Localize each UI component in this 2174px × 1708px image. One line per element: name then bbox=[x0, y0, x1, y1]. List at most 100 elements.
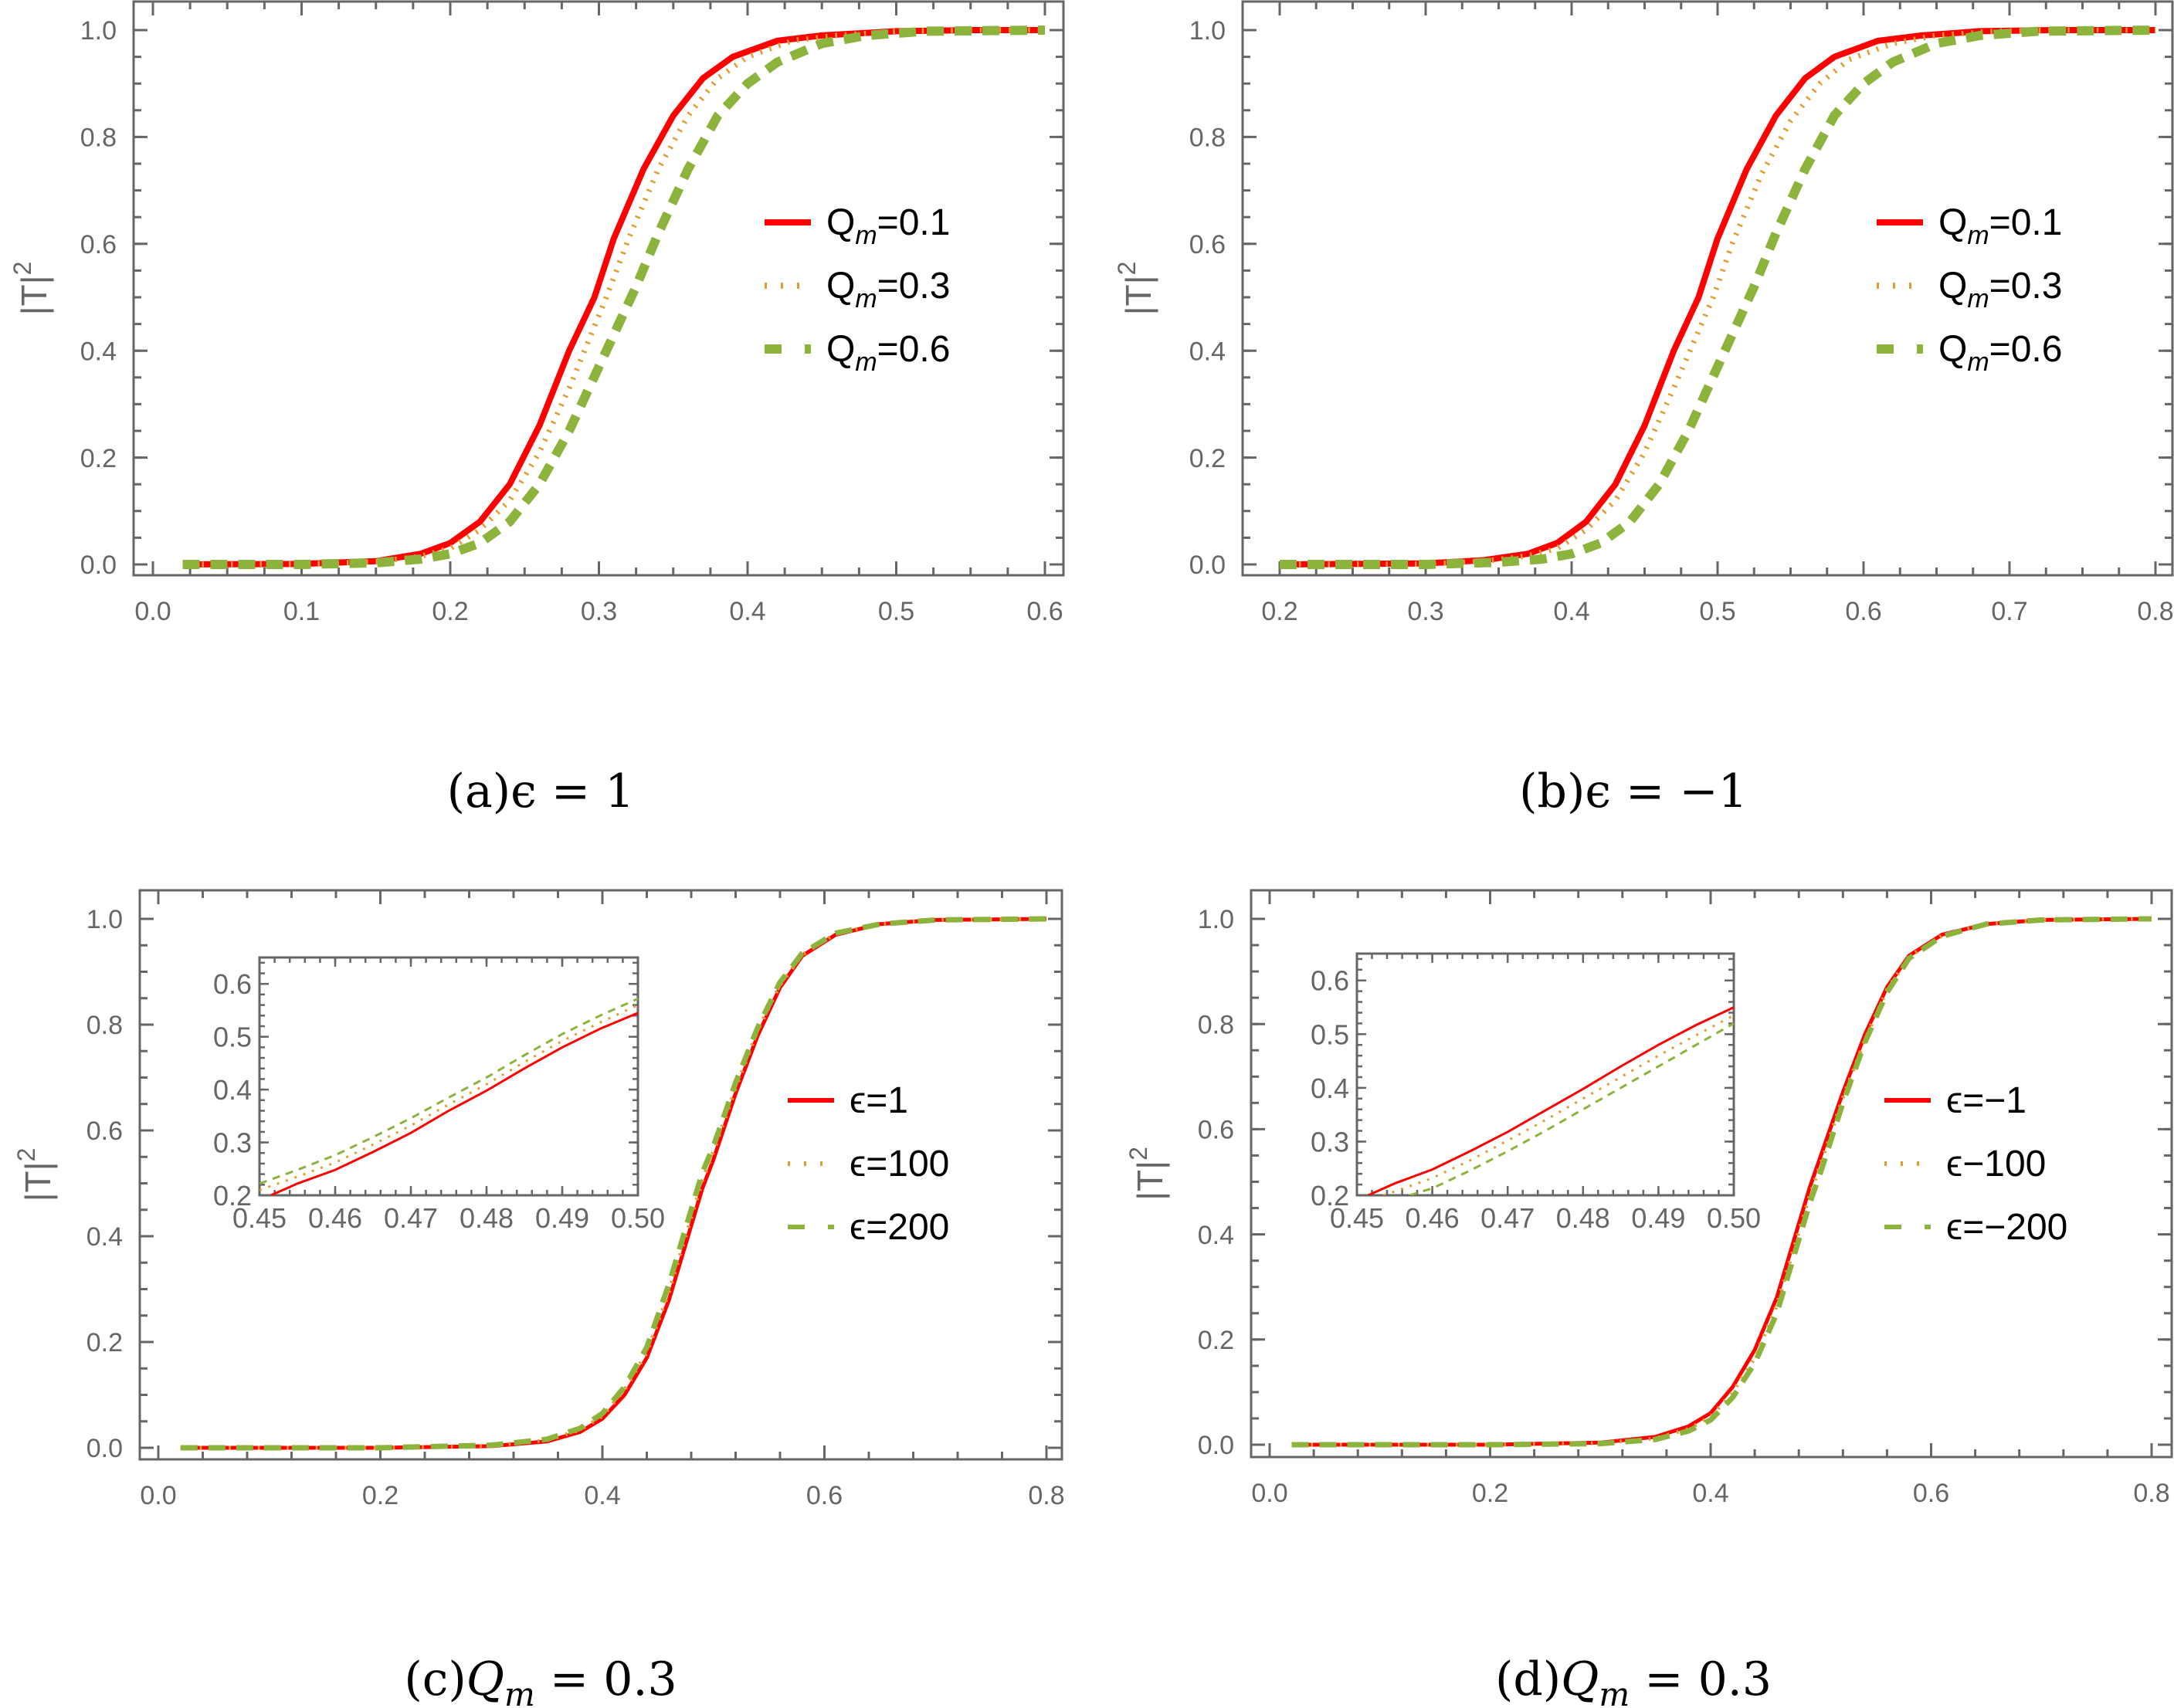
panel-c-ylabel-sup: 2 bbox=[12, 1148, 40, 1162]
panel-c-xtick-label: 0.6 bbox=[806, 1481, 843, 1510]
legend-label-sub: m bbox=[855, 347, 877, 377]
panel-c-ytick-label: 0.2 bbox=[86, 1328, 123, 1357]
panel-b-frame bbox=[1241, 0, 2174, 577]
panel-c-ytick-label: 0.0 bbox=[86, 1434, 123, 1463]
panel-c-inset-xtick-label: 0.45 bbox=[232, 1202, 287, 1234]
panel-d-inset-xtick-label: 0.49 bbox=[1631, 1202, 1685, 1234]
panel-b-ytick-label: 1.0 bbox=[1189, 16, 1226, 46]
panel-c-inset-xtick-label: 0.50 bbox=[611, 1202, 665, 1234]
legend-label-suffix: =0.1 bbox=[1989, 202, 2063, 243]
legend-label-var: Q bbox=[1938, 202, 1967, 243]
legend-label-var: Q bbox=[826, 266, 855, 307]
panel-d-ytick-label: 0.2 bbox=[1198, 1326, 1234, 1355]
inset-series bbox=[259, 998, 638, 1195]
panel-c-xtick-label: 0.4 bbox=[584, 1481, 620, 1510]
panel-b-ytick-label: 0.6 bbox=[1189, 230, 1226, 259]
panel-a-xtick-label: 0.2 bbox=[432, 597, 468, 626]
panel-c-series-1-line bbox=[180, 917, 1047, 1450]
panel-a-ytick-label: 1.0 bbox=[80, 16, 117, 46]
panel-c-xtick-label: 0.0 bbox=[140, 1481, 176, 1510]
panel-d-caption: (d)Qm = 0.3 bbox=[1495, 1652, 1772, 1708]
panel-d-inset-xtick-label: 0.50 bbox=[1707, 1202, 1761, 1234]
panel-d-series-0-line bbox=[1291, 917, 2152, 1447]
panel-d-inset-series-2-line bbox=[1409, 1022, 1734, 1195]
panel-b-ytick-label: 0.8 bbox=[1189, 124, 1226, 153]
panel-d-ytick-label: 0.8 bbox=[1198, 1010, 1234, 1039]
legend-label-var: Q bbox=[826, 329, 855, 370]
panel-d-inset-xtick-label: 0.45 bbox=[1330, 1202, 1384, 1234]
panel-b-ytick-label: 0.2 bbox=[1189, 444, 1226, 473]
legend-label-1: Qm=0.3 bbox=[826, 266, 950, 313]
panel-c-caption: (c)Qm = 0.3 bbox=[404, 1652, 677, 1708]
panel-d-inset-ytick-label: 0.5 bbox=[1311, 1018, 1349, 1050]
panel-c-inset-series-2-line bbox=[259, 998, 638, 1185]
legend-label-sub: m bbox=[855, 221, 877, 250]
legend-label-2: ϵ=−200 bbox=[1946, 1207, 2067, 1248]
panel-b-series bbox=[1279, 25, 2156, 569]
legend-label-var: Q bbox=[1938, 266, 1967, 307]
panel-b-ylabel-main: |T| bbox=[1118, 275, 1158, 315]
panel-d-inset-series-1-line bbox=[1382, 1014, 1734, 1195]
legend-label-suffix: =0.3 bbox=[1989, 266, 2063, 307]
inset-series bbox=[1367, 1006, 1734, 1195]
panel-a-ytick-label: 0.2 bbox=[80, 444, 117, 473]
panel-c-inset-series-1-line bbox=[259, 1004, 638, 1191]
panel-d-inset-ytick-label: 0.3 bbox=[1311, 1126, 1349, 1157]
panel-d-inset-ytick-label: 0.2 bbox=[1311, 1180, 1349, 1212]
panel-a-ytick-label: 0.6 bbox=[80, 230, 117, 259]
panel-d-ytick-label: 0.4 bbox=[1198, 1221, 1234, 1250]
caption-prefix: (c) bbox=[404, 1652, 466, 1706]
panel-b-ylabel-sup: 2 bbox=[1113, 262, 1141, 276]
caption-suffix: = 0.3 bbox=[535, 1652, 677, 1706]
panel-a-caption: (a)ϵ = 1 bbox=[447, 764, 635, 818]
panel-b-ytick-label: 0.4 bbox=[1189, 337, 1226, 366]
panel-c-ytick-label: 0.8 bbox=[86, 1011, 123, 1040]
panel-c-inset-ytick-label: 0.4 bbox=[213, 1074, 252, 1106]
panel-d-series bbox=[1291, 916, 2152, 1448]
panel-c-frame bbox=[138, 889, 1063, 1461]
panel-b-xtick-label: 0.6 bbox=[1845, 597, 1881, 626]
panel-d-ytick-label: 0.6 bbox=[1198, 1116, 1234, 1145]
caption-var: Q bbox=[466, 1652, 504, 1706]
panel-c-inset-ytick-label: 0.5 bbox=[213, 1022, 252, 1053]
panel-a-xtick-label: 0.3 bbox=[581, 597, 617, 626]
panel-d-ylabel-sup: 2 bbox=[1124, 1147, 1152, 1161]
panel-a-ytick-label: 0.4 bbox=[80, 337, 117, 366]
panel-d-xtick-label: 0.6 bbox=[1913, 1479, 1949, 1508]
panel-d-inset-xtick-label: 0.48 bbox=[1556, 1202, 1610, 1234]
panel-b-xtick-label: 0.4 bbox=[1553, 597, 1589, 626]
panel-c-inset-ytick-label: 0.3 bbox=[213, 1127, 252, 1159]
panel-a-ylabel: |T|2 bbox=[8, 262, 54, 316]
legend-label-1: ϵ−100 bbox=[1946, 1144, 2046, 1184]
panel-c-inset-series-0-line bbox=[270, 1012, 638, 1195]
caption-var: Q bbox=[1561, 1652, 1599, 1706]
panel-b-series-1-line bbox=[1279, 27, 2155, 568]
panel-d-inset-series-0-line bbox=[1367, 1006, 1734, 1195]
panel-d-series-2-line bbox=[1291, 916, 2152, 1448]
panel-b-xtick-label: 0.7 bbox=[1991, 597, 2027, 626]
panel-d-ytick-label: 1.0 bbox=[1198, 905, 1234, 934]
panel-d-xtick-label: 0.2 bbox=[1472, 1479, 1508, 1508]
panel-c-inset-xtick-label: 0.46 bbox=[308, 1202, 362, 1234]
panel-b-xtick-label: 0.2 bbox=[1261, 597, 1297, 626]
panel-c-legend: ϵ=1 ϵ=100 ϵ=200 bbox=[788, 1080, 949, 1248]
panel-c-series-2-line bbox=[180, 916, 1047, 1451]
panel-d-ylabel-main: |T| bbox=[1130, 1161, 1170, 1201]
panel-b-xtick-label: 0.8 bbox=[2137, 597, 2173, 626]
panel-a: 0.0 0.1 0.2 0.3 0.4 0.5 0.6 0.0 0.2 0.4 0.6 0.8 1.0 |… bbox=[8, 0, 1065, 818]
panel-b-series-0-line bbox=[1279, 27, 2155, 568]
legend-label-sub: m bbox=[1967, 347, 1989, 377]
legend-label-suffix: =0.1 bbox=[877, 202, 951, 243]
panel-b-caption: (b)ϵ = −1 bbox=[1519, 764, 1748, 818]
panel-a-series-0-line bbox=[182, 27, 1045, 568]
legend-label-0: ϵ=−1 bbox=[1946, 1080, 2026, 1121]
panel-a-xtick-label: 0.6 bbox=[1026, 597, 1063, 626]
legend-label-var: Q bbox=[1938, 329, 1967, 370]
legend-label-2: Qm=0.6 bbox=[826, 329, 950, 377]
legend-label-0: Qm=0.1 bbox=[1938, 202, 2062, 250]
panel-c-ytick-label: 1.0 bbox=[86, 905, 123, 934]
panel-c-inset: 0.45 0.46 0.47 0.48 0.49 0.50 0.2 0.3 0.4 0.5 0.6 bbox=[213, 956, 665, 1234]
panel-d-xtick-label: 0.0 bbox=[1251, 1479, 1287, 1508]
panel-d: 0.0 0.2 0.4 0.6 0.8 0.0 0.2 0.4 0.6 0.8 1.0 |T|2 ϵ=−… bbox=[1124, 889, 2173, 1708]
panel-a-xtick-label: 0.0 bbox=[134, 597, 171, 626]
